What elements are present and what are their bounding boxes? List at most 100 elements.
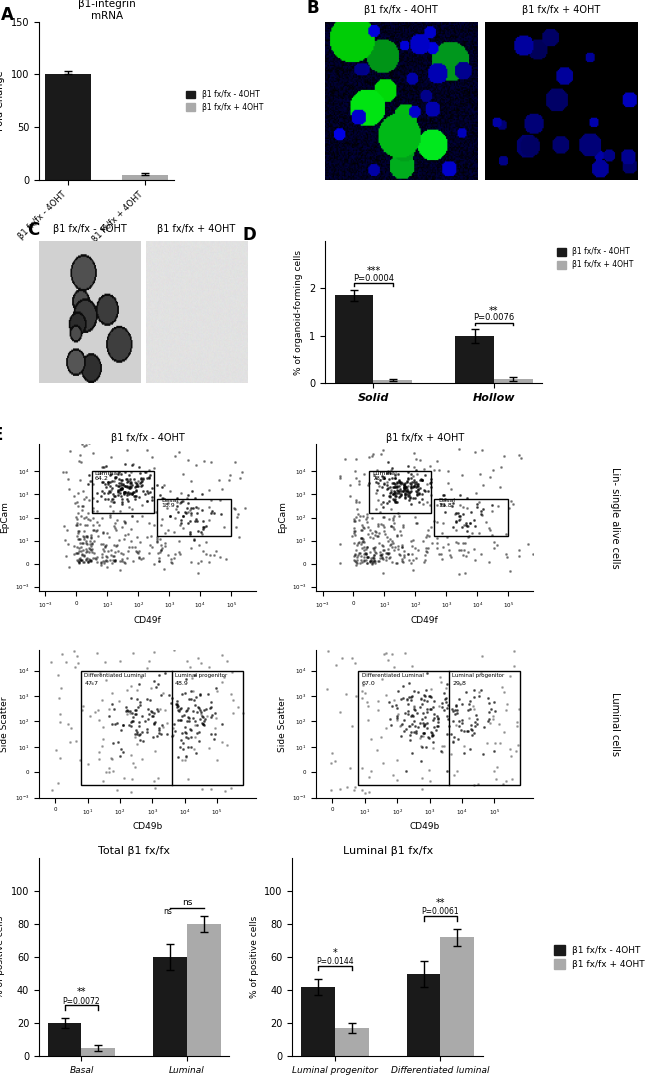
Point bbox=[379, 519, 389, 536]
Point bbox=[389, 494, 400, 511]
Point bbox=[410, 514, 421, 531]
Point bbox=[408, 682, 419, 700]
Point bbox=[133, 478, 143, 495]
Point bbox=[117, 519, 127, 536]
Point bbox=[123, 484, 133, 501]
Point bbox=[108, 502, 118, 520]
Point bbox=[422, 521, 433, 538]
Point bbox=[198, 716, 209, 733]
Point bbox=[442, 710, 452, 728]
Point bbox=[204, 659, 214, 676]
Point bbox=[416, 737, 426, 755]
Point bbox=[110, 551, 120, 568]
Point bbox=[111, 522, 122, 539]
Point bbox=[416, 690, 426, 707]
Point bbox=[387, 474, 397, 492]
Point bbox=[374, 552, 384, 569]
Text: Differentiated Luminal: Differentiated Luminal bbox=[361, 673, 424, 678]
Point bbox=[102, 552, 112, 569]
Point bbox=[402, 472, 412, 489]
Point bbox=[83, 553, 93, 570]
Title: β1 fx/fx - 4OHT: β1 fx/fx - 4OHT bbox=[53, 224, 127, 234]
Point bbox=[392, 751, 402, 769]
Point bbox=[107, 683, 118, 701]
Point bbox=[220, 783, 231, 800]
Point bbox=[105, 509, 115, 526]
Point bbox=[181, 724, 192, 742]
Point bbox=[380, 526, 390, 543]
Text: 47.7: 47.7 bbox=[84, 680, 98, 686]
Point bbox=[396, 539, 407, 556]
Point bbox=[124, 480, 134, 497]
Point bbox=[81, 543, 92, 561]
Point bbox=[368, 549, 378, 566]
Point bbox=[72, 544, 83, 562]
Point bbox=[382, 464, 392, 481]
Point bbox=[402, 484, 413, 501]
Text: A: A bbox=[1, 5, 14, 24]
Point bbox=[412, 478, 423, 495]
Point bbox=[391, 527, 402, 544]
Text: P=0.0072: P=0.0072 bbox=[62, 996, 100, 1006]
Point bbox=[63, 715, 73, 732]
Point bbox=[359, 466, 370, 483]
Point bbox=[410, 489, 420, 507]
Point bbox=[453, 534, 463, 551]
Point bbox=[422, 729, 433, 746]
Point bbox=[113, 483, 124, 500]
Point bbox=[421, 528, 431, 545]
Text: P=0.0061: P=0.0061 bbox=[422, 908, 460, 916]
Point bbox=[398, 479, 409, 496]
Point bbox=[469, 701, 479, 718]
Point bbox=[395, 474, 406, 492]
Point bbox=[351, 469, 361, 486]
Point bbox=[375, 503, 385, 521]
Point bbox=[81, 535, 91, 552]
Point bbox=[393, 482, 404, 499]
Point bbox=[406, 658, 417, 675]
Point bbox=[181, 652, 192, 669]
Point bbox=[346, 649, 357, 666]
Point bbox=[147, 448, 157, 466]
Point bbox=[462, 522, 472, 539]
Point bbox=[372, 742, 382, 759]
Point bbox=[185, 501, 195, 519]
Point bbox=[189, 713, 200, 730]
Point bbox=[352, 552, 363, 569]
Point bbox=[142, 493, 152, 510]
Point bbox=[77, 497, 87, 514]
Point bbox=[385, 536, 396, 553]
Point bbox=[131, 702, 142, 719]
Point bbox=[377, 544, 387, 562]
Point bbox=[454, 508, 464, 525]
Point bbox=[75, 551, 85, 568]
Point bbox=[149, 715, 159, 732]
Point bbox=[194, 710, 205, 728]
Point bbox=[226, 779, 237, 797]
Point bbox=[460, 548, 471, 565]
Point bbox=[418, 705, 428, 722]
Point bbox=[122, 473, 132, 490]
Point bbox=[216, 481, 227, 498]
Point bbox=[114, 692, 125, 709]
Point bbox=[417, 779, 427, 797]
Point bbox=[419, 482, 429, 499]
Point bbox=[345, 476, 356, 494]
Point bbox=[145, 467, 155, 484]
Point bbox=[222, 736, 232, 754]
Point bbox=[400, 474, 410, 492]
Point bbox=[111, 520, 121, 537]
Point bbox=[150, 742, 160, 759]
Point bbox=[98, 536, 108, 553]
Point bbox=[86, 528, 96, 545]
Point bbox=[417, 710, 427, 728]
Point bbox=[78, 498, 88, 515]
Point bbox=[405, 483, 415, 500]
Point bbox=[92, 554, 102, 571]
Point bbox=[117, 481, 127, 498]
Point bbox=[232, 509, 242, 526]
Point bbox=[366, 550, 376, 567]
Point bbox=[436, 743, 446, 760]
Point bbox=[474, 466, 485, 483]
Point bbox=[73, 555, 84, 572]
